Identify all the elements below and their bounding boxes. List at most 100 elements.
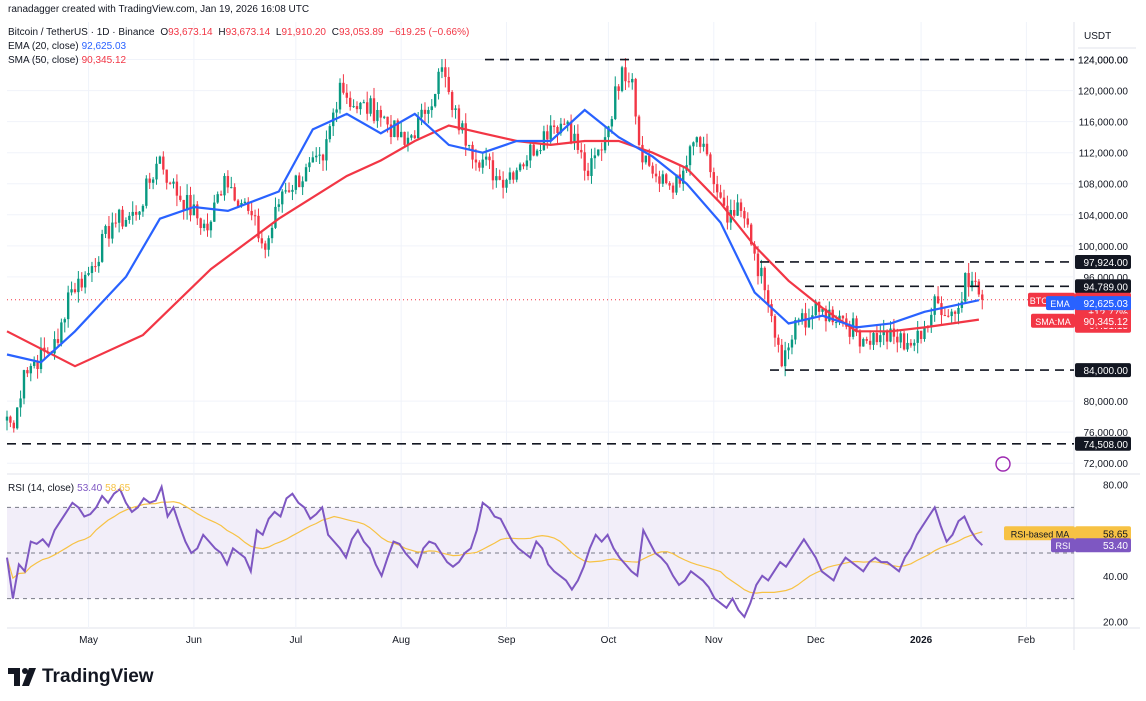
candle <box>321 154 325 161</box>
candle <box>525 160 529 167</box>
candle <box>930 314 933 328</box>
candle <box>182 199 185 211</box>
candle <box>746 218 749 225</box>
candle <box>223 175 226 196</box>
rsi-tag <box>1051 538 1075 553</box>
candle <box>906 342 909 350</box>
candle <box>865 339 868 341</box>
candle <box>12 422 15 429</box>
candle <box>705 143 709 155</box>
candle <box>716 184 719 193</box>
candle <box>80 278 83 288</box>
candle <box>36 361 39 370</box>
candle <box>872 333 875 345</box>
candle <box>817 301 821 312</box>
candle <box>556 126 559 134</box>
candle <box>614 86 617 120</box>
candle <box>359 102 362 110</box>
candle <box>773 316 777 338</box>
candle <box>226 175 230 188</box>
time-tick-label: Oct <box>601 635 617 646</box>
candle <box>936 296 940 304</box>
candle <box>858 332 862 347</box>
candle <box>607 126 610 138</box>
candle <box>821 308 824 312</box>
candle <box>124 220 128 227</box>
tradingview-logo: TradingView <box>8 666 154 688</box>
candle <box>518 164 522 171</box>
price-pane <box>5 58 1074 472</box>
candle <box>107 226 111 239</box>
candle <box>298 175 301 188</box>
symbol-title: Bitcoin / TetherUS · 1D · Binance <box>8 27 155 38</box>
candle <box>546 131 549 140</box>
candle <box>134 211 138 215</box>
price-tick-label: 104,000.00 <box>1078 211 1128 222</box>
candle <box>712 172 715 185</box>
candle <box>450 92 454 110</box>
price-tick-label: 100,000.00 <box>1078 242 1128 253</box>
candle <box>892 328 896 337</box>
candle <box>896 336 899 343</box>
candle <box>597 149 600 156</box>
ema-legend-label: EMA (20, close) <box>8 41 79 52</box>
currency-label: USDT <box>1084 31 1111 42</box>
candle <box>800 313 804 320</box>
candle <box>974 280 977 282</box>
candle <box>39 347 43 370</box>
ema-value-tag-label: 92,625.03 <box>1084 299 1129 310</box>
rsi-legend-value: 53.40 <box>77 483 103 494</box>
candle <box>233 187 236 201</box>
candle <box>947 315 950 317</box>
rsi-tag-label: RSI <box>1055 541 1070 551</box>
candle <box>396 120 399 138</box>
sma-value-tag <box>1075 313 1131 328</box>
candle <box>349 97 352 107</box>
candle <box>189 194 192 216</box>
sma50-line <box>6 124 980 368</box>
candle <box>70 289 73 293</box>
price-tick-label: 120,000.00 <box>1078 87 1128 98</box>
ema-tag <box>1046 296 1075 311</box>
candle <box>66 292 70 320</box>
candle <box>539 150 542 152</box>
candle <box>202 223 206 229</box>
time-tick-label: Dec <box>807 635 825 646</box>
rsi-pane <box>6 483 1074 619</box>
time-tick-label: Jul <box>289 635 302 646</box>
level-tag <box>1075 254 1131 269</box>
candle <box>151 179 155 183</box>
candle <box>19 398 22 408</box>
candle <box>532 144 535 156</box>
candle <box>267 238 270 250</box>
candle <box>603 137 607 151</box>
candle <box>868 340 872 345</box>
candle <box>682 170 685 184</box>
candle <box>5 416 9 421</box>
ema-value-tag <box>1075 296 1131 311</box>
tradingview-logo-icon <box>8 668 38 686</box>
sma-tag <box>1031 313 1075 328</box>
candle <box>165 169 168 183</box>
candle <box>491 160 495 181</box>
candle <box>790 339 794 348</box>
candle <box>420 109 423 118</box>
candle <box>372 98 376 121</box>
candle <box>382 116 386 118</box>
candle <box>379 109 382 118</box>
level-tag <box>1075 363 1131 378</box>
candle <box>950 311 953 317</box>
candle <box>247 201 250 211</box>
candle <box>369 98 372 114</box>
candle <box>100 233 104 262</box>
candle <box>851 318 855 337</box>
candle <box>206 223 209 231</box>
candle <box>87 273 90 275</box>
time-tick-label: Sep <box>498 635 516 646</box>
candle <box>627 81 631 83</box>
candle <box>175 181 179 196</box>
symbol-line: Bitcoin / TetherUS · 1D · Binance O93,67… <box>8 27 472 39</box>
candle <box>600 149 603 151</box>
ema-legend-value: 92,625.03 <box>81 41 127 52</box>
